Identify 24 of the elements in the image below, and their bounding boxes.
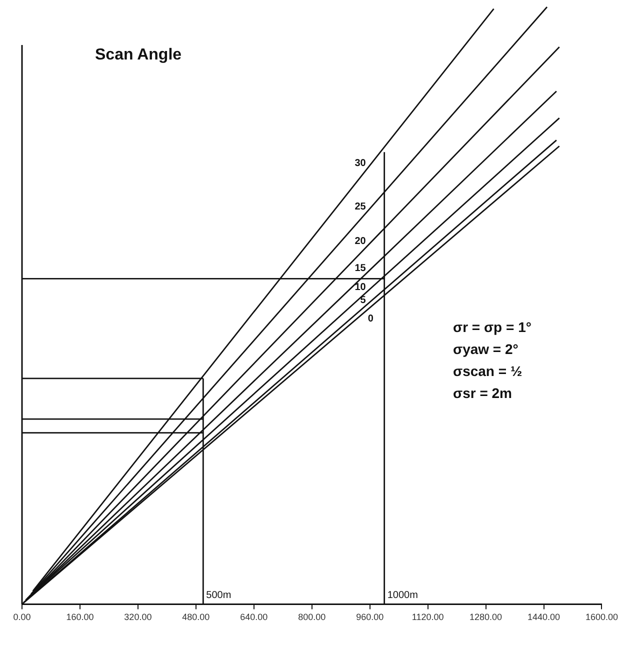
- annotation: 1000m: [387, 590, 418, 601]
- series-label: 25: [354, 201, 366, 212]
- annotation: σscan = ½: [453, 362, 522, 379]
- annotation: σr = σp = 1°: [453, 318, 532, 335]
- x-tick-label: 1280.00: [470, 612, 502, 622]
- x-tick-label: 1600.00: [585, 612, 618, 622]
- x-tick-label: 320.00: [124, 612, 152, 622]
- text: Scan Angle: [95, 46, 182, 64]
- x-tick-label: 0.00: [13, 612, 31, 622]
- x-tick-label: 960.00: [356, 612, 384, 622]
- series-label: 10: [354, 282, 366, 293]
- x-tick-label: 480.00: [182, 612, 210, 622]
- annotation: 500m: [206, 590, 232, 601]
- x-tick-label: 1440.00: [527, 612, 560, 622]
- x-tick-label: 160.00: [66, 612, 94, 622]
- series-label: 20: [354, 236, 366, 248]
- x-tick-label: 1120.00: [412, 612, 444, 622]
- annotation: σsr = 2m: [453, 384, 512, 401]
- x-tick-label: 800.00: [298, 612, 326, 622]
- series-label: 0: [368, 313, 374, 324]
- annotation: σyaw = 2°: [453, 340, 518, 357]
- series-label: 30: [354, 158, 366, 170]
- series-label: 15: [354, 262, 366, 274]
- x-tick-label: 640.00: [240, 612, 268, 622]
